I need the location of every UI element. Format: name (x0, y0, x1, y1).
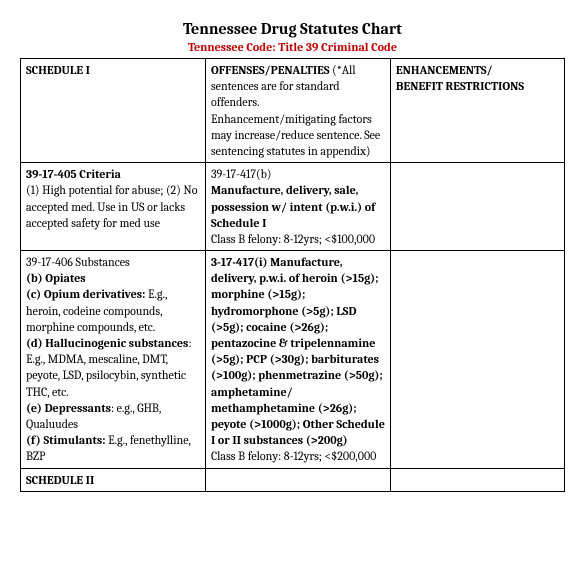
criteria-text: (1) High potential for abuse; (2) No acc… (26, 183, 198, 229)
schedule2-offense-cell (205, 468, 390, 491)
offense-large-desc: 3-17-417(i) Manufacture, delivery, p.w.i… (211, 255, 385, 447)
header-enhancements-label2: BENEFIT RESTRICTIONS (396, 79, 524, 93)
table-row: 39-17-405 Criteria (1) High potential fo… (21, 163, 565, 251)
header-enhancements-label1: ENHANCEMENTS/ (396, 63, 493, 77)
substances-e-label: (e) Depressants (26, 401, 111, 415)
offense-penalty: Class B felony: 8-12yrs; <$100,000 (211, 232, 375, 246)
substances-b: (b) Opiates (26, 271, 86, 285)
substances-f-label: (f) Stimulants: (26, 433, 106, 447)
document-title: Tennessee Drug Statutes Chart (20, 20, 565, 38)
header-offenses-note: (*All sentences are for standard offende… (211, 63, 380, 158)
offense-cell: 39-17-417(b) Manufacture, delivery, sale… (205, 163, 390, 251)
criteria-cell: 39-17-405 Criteria (1) High potential fo… (21, 163, 206, 251)
enhancement-cell (390, 163, 564, 251)
header-offenses: OFFENSES/PENALTIES (*All sentences are f… (205, 59, 390, 163)
header-schedule-label: SCHEDULE I (26, 63, 90, 77)
table-row: 39-17-406 Substances (b) Opiates (c) Opi… (21, 251, 565, 468)
offense-code: 39-17-417(b) (211, 167, 271, 181)
criteria-code: 39-17-405 Criteria (26, 167, 121, 181)
substances-c-label: (c) Opium derivatives: (26, 287, 145, 301)
schedule2-cell: SCHEDULE II (21, 468, 206, 491)
header-offenses-label: OFFENSES/PENALTIES (211, 63, 330, 77)
enhancement-cell (390, 251, 564, 468)
header-schedule: SCHEDULE I (21, 59, 206, 163)
offense-cell-large: 3-17-417(i) Manufacture, delivery, p.w.i… (205, 251, 390, 468)
table-header-row: SCHEDULE I OFFENSES/PENALTIES (*All sent… (21, 59, 565, 163)
header-enhancements: ENHANCEMENTS/ BENEFIT RESTRICTIONS (390, 59, 564, 163)
document-subtitle: Tennessee Code: Title 39 Criminal Code (20, 40, 565, 54)
substances-cell: 39-17-406 Substances (b) Opiates (c) Opi… (21, 251, 206, 468)
offense-desc: Manufacture, delivery, sale, possession … (211, 183, 375, 229)
statutes-table: SCHEDULE I OFFENSES/PENALTIES (*All sent… (20, 58, 565, 492)
substances-code: 39-17-406 Substances (26, 255, 130, 269)
table-row-schedule2: SCHEDULE II (21, 468, 565, 491)
offense-large-penalty: Class B felony: 8-12yrs; <$200,000 (211, 449, 376, 463)
schedule2-enhancement-cell (390, 468, 564, 491)
substances-d-label: (d) Hallucinogenic substances (26, 336, 188, 350)
schedule2-label: SCHEDULE II (26, 473, 94, 487)
